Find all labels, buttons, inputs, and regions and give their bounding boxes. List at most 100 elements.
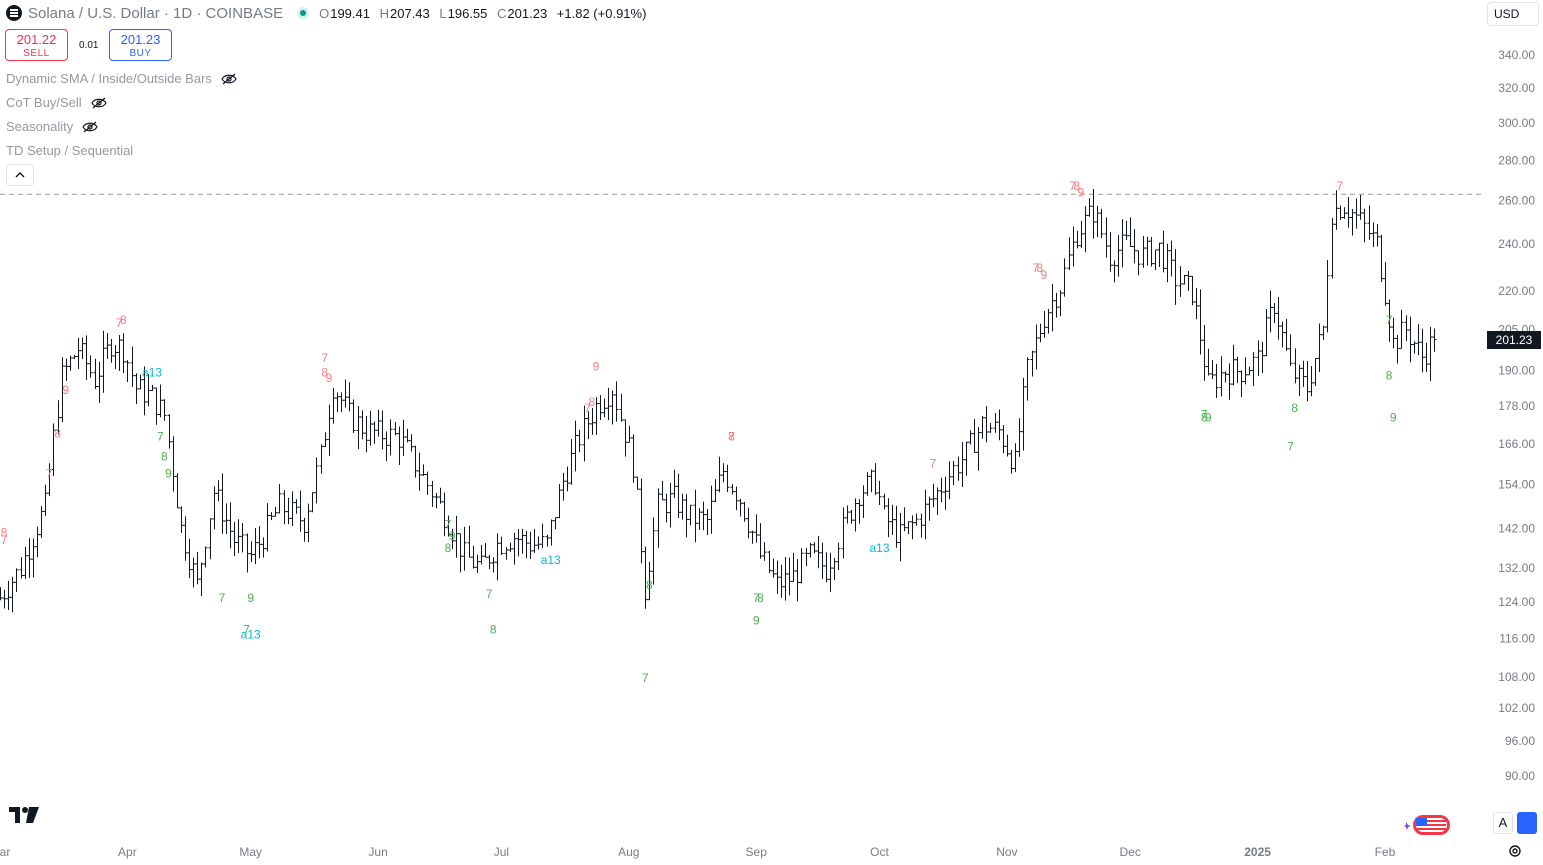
auto-scale-button[interactable]: A bbox=[1493, 812, 1513, 834]
td-count-label: 8 bbox=[1036, 261, 1043, 275]
ohlc-bar bbox=[1001, 425, 1006, 454]
ohlc-bar bbox=[750, 530, 755, 544]
ohlc-bar bbox=[697, 508, 702, 530]
td-count-label: 7 bbox=[1336, 179, 1343, 193]
price-change: +1.82 (+0.91%) bbox=[556, 5, 647, 21]
buy-button[interactable]: 201.23 BUY bbox=[109, 29, 172, 61]
ohlc-bar bbox=[943, 476, 948, 510]
price-tick-label: 132.00 bbox=[1498, 561, 1535, 575]
indicator-cot[interactable]: CoT Buy/Sell bbox=[6, 95, 107, 110]
ohlc-bar bbox=[1330, 217, 1335, 279]
ohlc-bar bbox=[540, 523, 545, 549]
ohlc-bar bbox=[236, 519, 241, 553]
ohlc-bar bbox=[532, 529, 537, 553]
ohlc-bar bbox=[269, 512, 274, 521]
symbol-title[interactable]: Solana / U.S. Dollar · 1D · COINBASE bbox=[28, 4, 284, 22]
ohlc-bar bbox=[76, 337, 81, 369]
ohlc-bar bbox=[877, 480, 882, 505]
ohlc-bar bbox=[886, 498, 891, 538]
ohlc-bar bbox=[1095, 205, 1100, 238]
ohlc-bar bbox=[1239, 370, 1244, 398]
ohlc-bar bbox=[1247, 366, 1252, 376]
ohlc-bar bbox=[508, 542, 513, 552]
ohlc-bar bbox=[824, 552, 829, 583]
ohlc-bar bbox=[1128, 217, 1133, 248]
ohlc-bar bbox=[413, 445, 418, 478]
ohlc-bar bbox=[1075, 230, 1080, 249]
ohlc-bar bbox=[134, 373, 139, 405]
symbol-legend[interactable]: Solana / U.S. Dollar · 1D · COINBASE O19… bbox=[6, 4, 652, 22]
ohlc-bar bbox=[1235, 356, 1240, 384]
eye-crossed-icon[interactable] bbox=[221, 73, 237, 85]
ohlc-bar bbox=[183, 516, 188, 561]
td-count-label: 8 bbox=[1291, 401, 1298, 415]
ohlc-bar bbox=[446, 515, 451, 537]
tradingview-logo-icon[interactable] bbox=[9, 807, 39, 823]
ohlc-bar bbox=[462, 526, 467, 571]
currency-selector[interactable]: USD bbox=[1487, 2, 1539, 26]
td-count-label: 7 bbox=[1287, 439, 1294, 453]
td-count-label: 7 bbox=[1201, 407, 1208, 421]
ohlc-bar bbox=[286, 497, 291, 525]
ohlc-bar bbox=[680, 493, 685, 520]
log-scale-button[interactable] bbox=[1517, 812, 1537, 834]
gear-icon[interactable] bbox=[1508, 844, 1522, 858]
ohlc-bar bbox=[72, 354, 77, 359]
time-axis[interactable]: Mar Apr May Jun Jul Aug Sep Oct Nov Dec 2025 Feb bbox=[0, 845, 1396, 859]
ohlc-bar bbox=[1313, 357, 1318, 387]
td-count-label: 8 bbox=[757, 591, 764, 605]
ohlc-bar bbox=[1198, 289, 1203, 355]
ohlc-bar bbox=[1210, 359, 1215, 380]
collapse-indicators-button[interactable] bbox=[6, 164, 34, 186]
promo-badge-icon[interactable] bbox=[1404, 814, 1452, 836]
indicator-dynamic-sma[interactable]: Dynamic SMA / Inside/Outside Bars bbox=[6, 71, 237, 86]
ohlc-bar bbox=[1099, 208, 1104, 239]
ohlc-bar bbox=[56, 400, 61, 435]
td-count-label: 9 bbox=[165, 467, 172, 481]
td-count-label: 8 bbox=[120, 313, 127, 327]
td-count-label: 8 bbox=[321, 365, 328, 379]
chevron-up-icon bbox=[15, 172, 25, 178]
ohlc-bar bbox=[1087, 198, 1092, 217]
time-tick-label: Mar bbox=[0, 845, 10, 859]
ohlc-bar bbox=[894, 505, 899, 548]
ohlc-bar bbox=[980, 415, 985, 439]
ohlc-bar bbox=[121, 333, 126, 374]
price-axis[interactable]: 90.00 96.00 102.00 108.00 116.00 124.00 132.00… bbox=[1498, 48, 1535, 783]
ohlc-bar bbox=[1141, 236, 1146, 268]
ohlc-bar bbox=[31, 538, 36, 578]
price-tick-label: 142.00 bbox=[1498, 522, 1535, 536]
td-count-label: 7 bbox=[1, 533, 8, 547]
ohlc-bar bbox=[717, 456, 722, 493]
indicator-seasonality[interactable]: Seasonality bbox=[6, 119, 98, 134]
ohlc-bar bbox=[1391, 317, 1396, 349]
ohlc-bar bbox=[467, 525, 472, 558]
ohlc-bar bbox=[142, 366, 147, 416]
solana-logo-icon bbox=[6, 5, 22, 21]
ohlc-bar bbox=[1260, 341, 1265, 373]
price-tick-label: 154.00 bbox=[1498, 478, 1535, 492]
ohlc-bar bbox=[1367, 205, 1372, 240]
ohlc-bar bbox=[758, 523, 763, 559]
ohlc-bar bbox=[775, 560, 780, 594]
eye-crossed-icon[interactable] bbox=[90, 97, 107, 109]
ohlc-bar bbox=[520, 528, 525, 554]
ohlc-bar bbox=[586, 411, 591, 440]
sell-button[interactable]: 201.22 SELL bbox=[5, 29, 68, 61]
eye-crossed-icon[interactable] bbox=[82, 121, 98, 133]
ohlc-bar bbox=[93, 358, 98, 389]
ohlc-bar bbox=[1420, 328, 1425, 373]
ohlc-bar bbox=[1387, 299, 1392, 342]
price-tick-label: 340.00 bbox=[1498, 48, 1535, 62]
ohlc-bar bbox=[1145, 236, 1150, 266]
ohlc-bar bbox=[1005, 434, 1010, 457]
ohlc-bar bbox=[623, 419, 628, 457]
ohlc-bar bbox=[951, 460, 956, 486]
market-status-icon[interactable] bbox=[297, 7, 310, 19]
indicator-td-sequential[interactable]: TD Setup / Sequential bbox=[6, 143, 133, 158]
ohlc-bar bbox=[113, 345, 118, 370]
ohlc-bar bbox=[1362, 208, 1367, 243]
ohlc-bar bbox=[590, 407, 595, 435]
ohlc-bar bbox=[1046, 309, 1051, 334]
